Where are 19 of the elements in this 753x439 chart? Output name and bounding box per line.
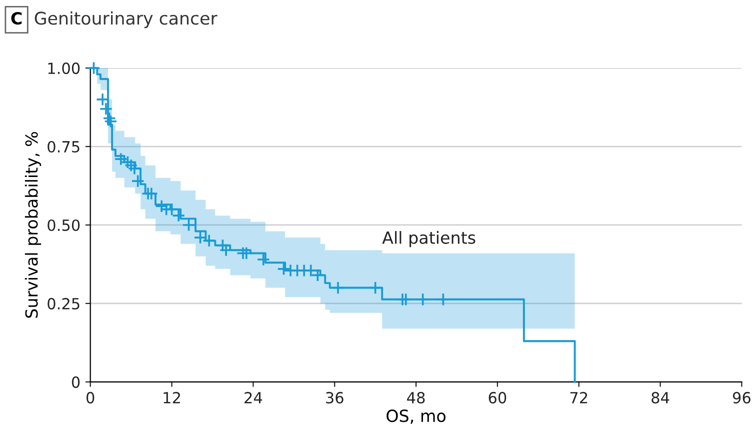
x-tick-label: 60 [488,392,506,404]
y-tick-label: 0.25 [48,298,80,310]
chart-title: Genitourinary cancer [34,11,218,28]
x-tick-label: 36 [326,392,344,404]
x-tick-label: 48 [407,392,425,404]
y-tick-label: 1.00 [48,62,80,74]
annotation: All patients [382,231,476,248]
x-tick-label: 24 [244,392,262,404]
x-tick-label: 0 [86,392,94,404]
y-tick-label: 0.50 [48,219,80,232]
y-tick-label: 0.75 [48,140,80,153]
x-tick-label: 72 [570,392,588,404]
x-tick-label: 84 [652,392,670,404]
y-tick-label: 0 [72,376,80,388]
x-tick-label: 96 [732,392,750,404]
x-axis-title: OS, mo [386,410,446,424]
x-tick-label: 12 [164,392,180,404]
y-axis-title: Survival probability, % [24,132,42,318]
text: C [11,12,22,25]
